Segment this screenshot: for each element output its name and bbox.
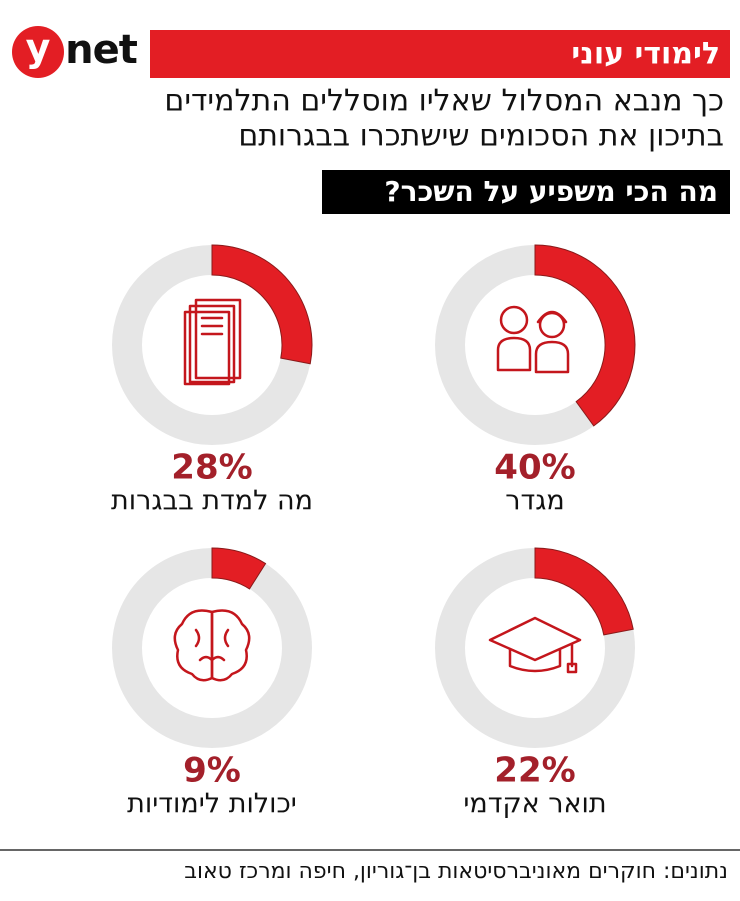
icon-gender xyxy=(496,305,570,374)
logo-y: y xyxy=(26,26,51,70)
title-line: כך מנבא המסלול שאליו מוסללים התלמידים xyxy=(164,84,724,119)
donut-segment xyxy=(534,244,636,427)
donut-label: תואר אקדמי xyxy=(463,789,606,820)
donut-segment xyxy=(211,244,313,365)
icon-books xyxy=(183,298,242,386)
donut-label: מגדר xyxy=(505,486,564,517)
question: מה הכי משפיע על השכר? xyxy=(384,175,718,208)
icon-graduation xyxy=(488,616,582,674)
section-title: לימודי עוני xyxy=(571,37,720,72)
title-line: בתיכון את הסכומים שישתכרו בבגרותם xyxy=(238,119,724,154)
donut-segment xyxy=(211,547,267,590)
icon-brain xyxy=(173,609,251,682)
value-label: 40% xyxy=(494,448,575,488)
source: נתונים: חוקרים מאוניברסיטאות בן־גוריון, … xyxy=(184,859,728,884)
value-label: 28% xyxy=(171,448,252,488)
donut-label: מה למדת בבגרות xyxy=(111,486,313,517)
value-label: 22% xyxy=(494,751,575,791)
value-label: 9% xyxy=(183,751,241,791)
donut-segment xyxy=(534,547,634,636)
logo-net: net xyxy=(65,27,138,73)
section-bar xyxy=(150,30,730,78)
question-bar xyxy=(322,170,730,214)
donut-label: יכולות לימודיות xyxy=(127,789,297,820)
logo-circle xyxy=(12,26,64,78)
